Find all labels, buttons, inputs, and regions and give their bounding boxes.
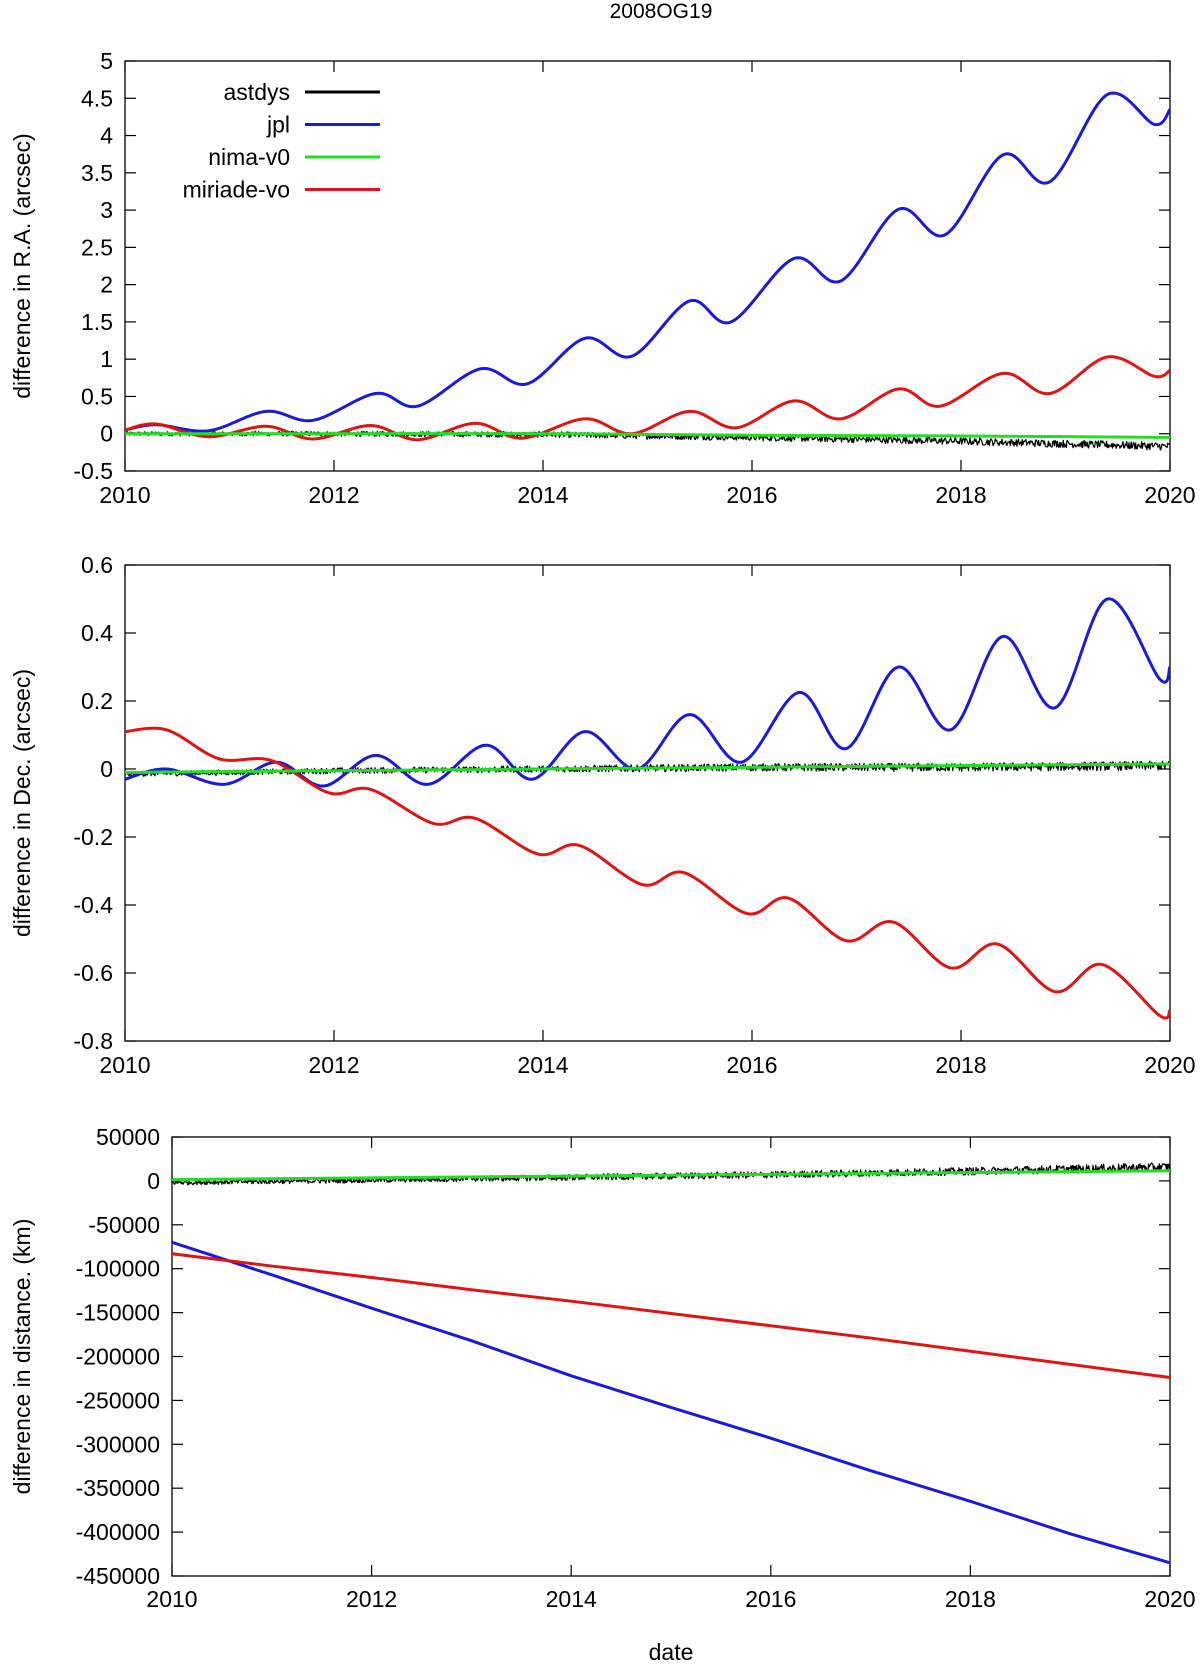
legend-label-jpl: jpl [266, 112, 290, 138]
x-tick-label: 2020 [1144, 482, 1195, 508]
y-tick-label: -50000 [88, 1212, 160, 1238]
x-axis-label: date [649, 1639, 694, 1665]
y-tick-label: 5 [100, 48, 113, 74]
legend-label-miriade-vo: miriade-vo [183, 177, 290, 203]
x-tick-label: 2012 [346, 1586, 397, 1612]
y-tick-label: 0.4 [81, 620, 113, 646]
series-nima-v0-line [125, 432, 1170, 439]
y-tick-label: 0 [100, 756, 113, 782]
x-tick-label: 2018 [935, 482, 986, 508]
x-tick-label: 2012 [308, 482, 359, 508]
y-tick-label: 2.5 [81, 234, 113, 260]
y-tick-label: 4.5 [81, 85, 113, 111]
series-jpl-line [125, 597, 1170, 788]
panel-ra: 2010 2012 2014 2016 2018 2020 -0.5 0 0.5 1 1.5 2 2.5… [9, 48, 1196, 508]
y-tick-label: 0 [147, 1168, 160, 1194]
y-tick-label: 0 [100, 421, 113, 447]
figure-title: 2008OG19 [610, 0, 713, 23]
y-tick-label: -0.6 [73, 960, 113, 986]
y-axis-label: difference in Dec. (arcsec) [9, 669, 35, 937]
y-tick-label: 50000 [96, 1124, 160, 1150]
y-tick-label: 0.6 [81, 552, 113, 578]
panel-dec: 2010 2012 2014 2016 2018 2020 -0.8 -0.6 -0.4 -0.2… [9, 552, 1196, 1078]
series-nima-v0-line [125, 762, 1170, 774]
x-tick-label: 2012 [308, 1052, 359, 1078]
y-tick-label: -350000 [76, 1475, 160, 1501]
x-tick-label: 2020 [1144, 1586, 1195, 1612]
x-tick-label: 2014 [546, 1586, 597, 1612]
x-tick-label: 2016 [726, 482, 777, 508]
series-miriade-vo-line [125, 355, 1170, 442]
y-tick-label: 1 [100, 346, 113, 372]
y-tick-label: 3 [100, 197, 113, 223]
x-tick-label: 2010 [99, 1052, 150, 1078]
x-tick-label: 2014 [517, 1052, 568, 1078]
series-nima-v0-line [172, 1169, 1170, 1182]
x-tick-label: 2016 [726, 1052, 777, 1078]
legend-label-astdys: astdys [224, 79, 290, 105]
y-tick-label: -400000 [76, 1519, 160, 1545]
y-tick-label: -0.2 [73, 824, 113, 850]
y-tick-label: 0.2 [81, 688, 113, 714]
y-tick-label: -150000 [76, 1300, 160, 1326]
y-tick-label: -300000 [76, 1431, 160, 1457]
x-tick-label: 2010 [146, 1586, 197, 1612]
y-tick-label: -0.8 [73, 1028, 113, 1054]
y-tick-label: 1.5 [81, 309, 113, 335]
x-tick-label: 2010 [99, 482, 150, 508]
plot-frame [124, 564, 1171, 1042]
x-tick-label: 2016 [745, 1586, 796, 1612]
y-tick-label: -200000 [76, 1344, 160, 1370]
y-tick-label: -0.5 [73, 458, 113, 484]
legend-label-nima-v0: nima-v0 [208, 144, 290, 170]
x-tick-label: 2020 [1144, 1052, 1195, 1078]
series-astdys-line [172, 1162, 1170, 1186]
series-jpl-line [125, 91, 1170, 433]
series-miriade-vo-line [172, 1252, 1170, 1380]
y-tick-label: -0.4 [73, 892, 113, 918]
x-tick-label: 2014 [517, 482, 568, 508]
y-tick-label: 3.5 [81, 160, 113, 186]
y-tick-label: -100000 [76, 1256, 160, 1282]
panel-distance: 2010 2012 2014 2016 2018 2020 -450000 -400000 -3… [9, 1124, 1196, 1665]
y-axis-label: difference in R.A. (arcsec) [9, 133, 35, 398]
plot-frame [124, 60, 1171, 472]
y-tick-label: -250000 [76, 1387, 160, 1413]
series-miriade-vo-line [125, 726, 1170, 1020]
y-tick-label: 0.5 [81, 383, 113, 409]
y-tick-label: 2 [100, 272, 113, 298]
y-axis-label: difference in distance. (km) [9, 1219, 35, 1495]
x-tick-label: 2018 [945, 1586, 996, 1612]
series-jpl-line [172, 1240, 1170, 1565]
y-tick-label: -450000 [76, 1563, 160, 1589]
x-tick-label: 2018 [935, 1052, 986, 1078]
y-tick-label: 4 [100, 123, 113, 149]
